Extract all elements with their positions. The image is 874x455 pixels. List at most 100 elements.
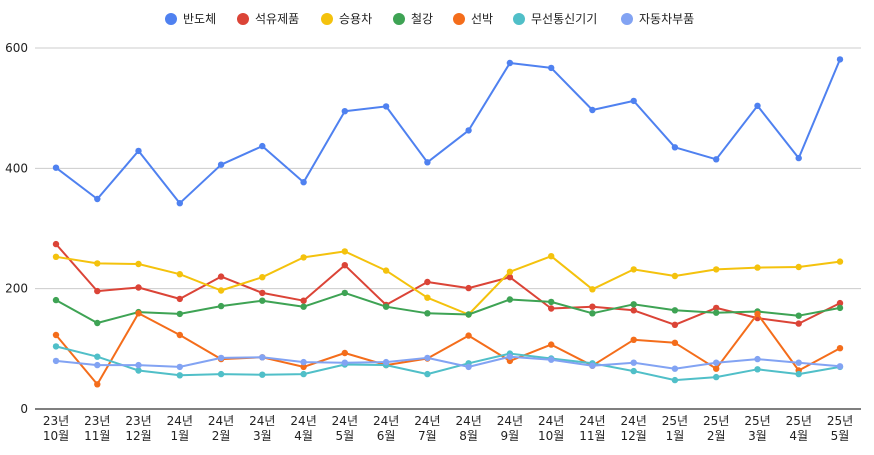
data-point (506, 268, 514, 275)
legend-item: 석유제품 (237, 12, 299, 26)
data-point (176, 331, 183, 339)
series-line (55, 243, 841, 326)
data-point (506, 274, 514, 281)
data-point (52, 296, 60, 304)
data-point (135, 310, 142, 317)
data-point (382, 103, 390, 110)
data-point (630, 307, 637, 314)
grid (35, 47, 861, 410)
data-point (630, 367, 637, 375)
data-point (589, 303, 596, 310)
legend-label: 석유제품 (255, 12, 299, 26)
data-point (836, 345, 844, 352)
data-point (795, 263, 802, 271)
data-point (630, 336, 637, 343)
data-point (176, 200, 183, 207)
data-point (300, 179, 307, 186)
x-tick-label-year: 23년 (43, 414, 69, 428)
data-point (135, 367, 142, 374)
data-point (836, 258, 844, 265)
data-point (52, 357, 60, 365)
x-tick-label-year: 24년 (455, 414, 481, 428)
data-point (176, 372, 183, 379)
data-point (300, 370, 307, 378)
data-point (259, 297, 266, 304)
legend-label: 철강 (411, 12, 433, 26)
series-line (55, 58, 841, 205)
x-tick-label-month: 1월 (666, 429, 685, 443)
legend-label: 반도체 (183, 12, 216, 26)
data-point (217, 273, 225, 280)
legend-label: 무선통신기기 (531, 12, 597, 26)
data-point (259, 274, 266, 281)
x-tick-label-year: 24년 (538, 414, 564, 428)
legend-item: 승용차 (321, 12, 372, 26)
series-line (55, 250, 841, 316)
data-point (836, 56, 844, 63)
legend-label: 승용차 (339, 12, 372, 26)
legend-item: 선박 (453, 12, 493, 26)
data-point (465, 363, 472, 371)
data-point (135, 284, 142, 291)
data-point (506, 59, 514, 67)
data-point (713, 304, 720, 312)
y-tick-label: 0 (20, 402, 28, 416)
legend-marker (321, 13, 333, 25)
x-tick-label-year: 24년 (373, 414, 399, 428)
data-point (424, 310, 431, 317)
data-point (217, 354, 225, 362)
data-point (52, 331, 60, 339)
data-point (589, 362, 596, 369)
x-axis-ticks: 23년10월23년11월23년12월24년1월24년2월24년3월24년4월24… (43, 414, 853, 443)
x-tick-label-month: 2월 (212, 429, 231, 443)
data-point (259, 371, 266, 378)
series-4 (52, 289, 844, 327)
data-point (135, 260, 142, 268)
data-point (671, 365, 679, 372)
data-point (836, 304, 844, 312)
data-point (795, 370, 802, 378)
x-tick-label-year: 24년 (332, 414, 358, 428)
x-tick-label-month: 6월 (377, 429, 396, 443)
data-point (341, 289, 348, 297)
x-tick-label-year: 25년 (703, 414, 729, 428)
data-point (300, 297, 307, 304)
data-point (341, 262, 348, 269)
data-point (300, 303, 307, 310)
x-tick-label-year: 25년 (786, 414, 812, 428)
x-tick-label-month: 4월 (294, 429, 313, 443)
legend-marker (237, 13, 249, 25)
data-point (713, 266, 720, 273)
y-tick-label: 400 (5, 161, 28, 175)
legend-label: 선박 (471, 12, 493, 26)
x-tick-label-month: 3월 (253, 429, 272, 443)
data-point (94, 319, 101, 327)
x-tick-label-month: 2월 (707, 429, 726, 443)
data-point (94, 195, 101, 203)
x-tick-label-year: 24년 (497, 414, 523, 428)
data-point (671, 376, 679, 384)
data-point (713, 373, 720, 381)
data-point (94, 260, 101, 267)
data-point (548, 341, 555, 348)
series-7 (52, 353, 844, 372)
data-point (754, 366, 761, 373)
data-point (52, 164, 60, 171)
x-tick-label-year: 24년 (167, 414, 193, 428)
data-point (176, 271, 183, 278)
data-point (795, 359, 802, 366)
x-tick-label-year: 24년 (208, 414, 234, 428)
data-point (465, 311, 472, 318)
x-tick-label-month: 4월 (789, 429, 808, 443)
data-point (630, 97, 637, 105)
data-point (795, 154, 802, 162)
data-point (217, 302, 225, 310)
data-point (52, 240, 60, 248)
x-tick-label-month: 9월 (501, 429, 520, 443)
series-lines (52, 56, 844, 388)
data-point (382, 358, 390, 366)
data-point (548, 64, 555, 72)
series-line (55, 355, 841, 370)
